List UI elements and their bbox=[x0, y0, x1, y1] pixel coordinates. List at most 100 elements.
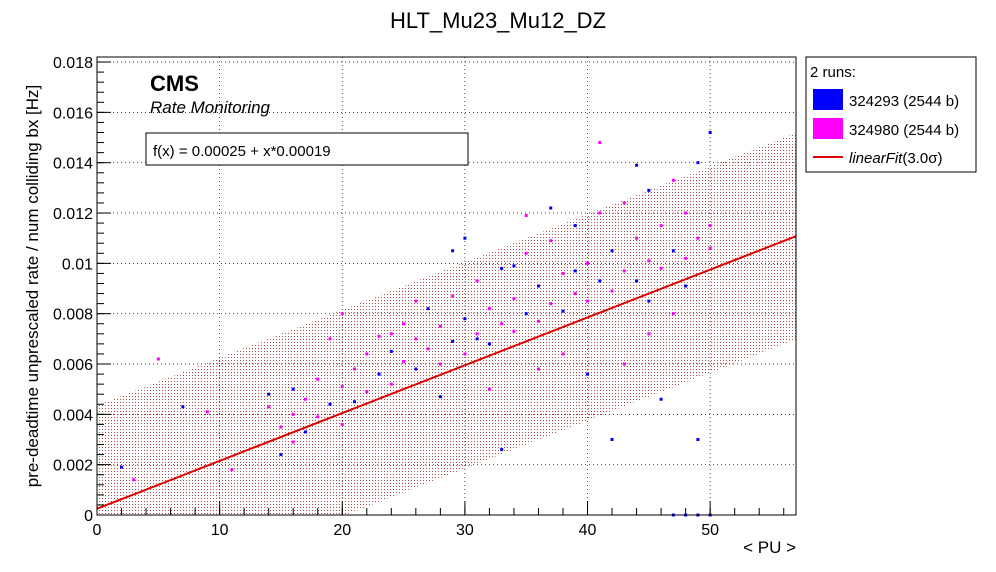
data-point bbox=[610, 249, 614, 253]
y-tick-label: 0.018 bbox=[53, 55, 93, 72]
data-point bbox=[365, 352, 369, 356]
y-tick-label: 0.008 bbox=[53, 307, 93, 324]
data-point bbox=[205, 410, 209, 414]
data-point bbox=[120, 465, 124, 469]
data-point bbox=[291, 440, 295, 444]
data-point bbox=[586, 261, 590, 265]
data-point bbox=[561, 309, 565, 313]
legend-label-fit: linearFit(3.0σ) bbox=[849, 150, 942, 167]
data-point bbox=[303, 430, 307, 434]
data-point bbox=[708, 130, 712, 134]
data-point bbox=[487, 342, 491, 346]
data-point bbox=[389, 349, 393, 353]
data-point bbox=[622, 362, 626, 366]
data-point bbox=[230, 468, 234, 472]
fit-equation: f(x) = 0.00025 + x*0.00019 bbox=[153, 143, 331, 160]
data-point bbox=[684, 256, 688, 260]
data-point bbox=[340, 312, 344, 316]
data-point bbox=[598, 279, 602, 283]
fit-equation-box bbox=[145, 132, 469, 166]
data-point bbox=[586, 372, 590, 376]
data-point bbox=[377, 334, 381, 338]
data-point bbox=[610, 289, 614, 293]
data-point bbox=[635, 163, 639, 167]
data-point bbox=[426, 347, 430, 351]
data-point bbox=[524, 312, 528, 316]
data-point bbox=[671, 312, 675, 316]
data-point bbox=[549, 302, 553, 306]
data-point bbox=[512, 297, 516, 301]
legend-fit-name: linearFit bbox=[849, 150, 903, 167]
data-point bbox=[463, 317, 467, 321]
data-point bbox=[524, 214, 528, 218]
data-point bbox=[402, 322, 406, 326]
data-point bbox=[451, 339, 455, 343]
x-tick-label: 50 bbox=[701, 522, 719, 539]
data-point bbox=[549, 239, 553, 243]
x-tick-label: 0 bbox=[93, 522, 102, 539]
subtitle-label: Rate Monitoring bbox=[150, 98, 271, 117]
data-point bbox=[279, 453, 283, 457]
data-point bbox=[536, 367, 540, 371]
legend-fit-sigma: (3.0σ) bbox=[902, 150, 942, 167]
legend-swatch-1 bbox=[813, 118, 843, 139]
data-point bbox=[573, 292, 577, 296]
data-point bbox=[524, 251, 528, 255]
data-point bbox=[598, 141, 602, 145]
data-point bbox=[475, 337, 479, 341]
y-tick-label: 0.016 bbox=[53, 105, 93, 122]
data-point bbox=[586, 299, 590, 303]
data-point bbox=[647, 188, 651, 192]
x-tick-label: 30 bbox=[456, 522, 474, 539]
data-point bbox=[451, 294, 455, 298]
data-point bbox=[536, 284, 540, 288]
data-point bbox=[291, 412, 295, 416]
data-point bbox=[635, 279, 639, 283]
y-tick-label: 0.012 bbox=[53, 206, 93, 223]
data-point bbox=[684, 211, 688, 215]
data-point bbox=[353, 400, 357, 404]
data-point bbox=[659, 224, 663, 228]
data-point bbox=[365, 390, 369, 394]
brand-label: CMS bbox=[150, 71, 199, 96]
data-point bbox=[647, 332, 651, 336]
data-point bbox=[316, 377, 320, 381]
data-point bbox=[671, 249, 675, 253]
data-point bbox=[610, 438, 614, 442]
data-point bbox=[279, 425, 283, 429]
data-point bbox=[463, 352, 467, 356]
data-point bbox=[671, 178, 675, 182]
data-point bbox=[684, 284, 688, 288]
data-point bbox=[377, 372, 381, 376]
data-point bbox=[500, 266, 504, 270]
data-point bbox=[340, 422, 344, 426]
data-point bbox=[389, 382, 393, 386]
data-point bbox=[463, 236, 467, 240]
data-point bbox=[438, 395, 442, 399]
data-point bbox=[500, 322, 504, 326]
data-point bbox=[708, 246, 712, 250]
data-point bbox=[647, 259, 651, 263]
data-point bbox=[291, 387, 295, 391]
data-point bbox=[267, 405, 271, 409]
data-point bbox=[549, 206, 553, 210]
plot-frame bbox=[96, 56, 797, 516]
data-point bbox=[328, 402, 332, 406]
y-tick-label: 0.01 bbox=[62, 256, 93, 273]
data-point bbox=[622, 201, 626, 205]
data-point bbox=[340, 385, 344, 389]
data-point bbox=[561, 352, 565, 356]
legend-box bbox=[805, 56, 977, 173]
data-point bbox=[598, 211, 602, 215]
y-tick-label: 0.006 bbox=[53, 357, 93, 374]
data-point bbox=[451, 249, 455, 253]
axis-ticks: 0 10 20 30 40 50 0 0.002 0.004 0.006 0.008 0.01 0.01… bbox=[53, 55, 785, 539]
legend-swatch-0 bbox=[813, 89, 843, 110]
data-point bbox=[708, 224, 712, 228]
data-point bbox=[500, 448, 504, 452]
data-point bbox=[536, 319, 540, 323]
data-point bbox=[303, 397, 307, 401]
data-point bbox=[438, 324, 442, 328]
fit-line bbox=[96, 235, 797, 510]
